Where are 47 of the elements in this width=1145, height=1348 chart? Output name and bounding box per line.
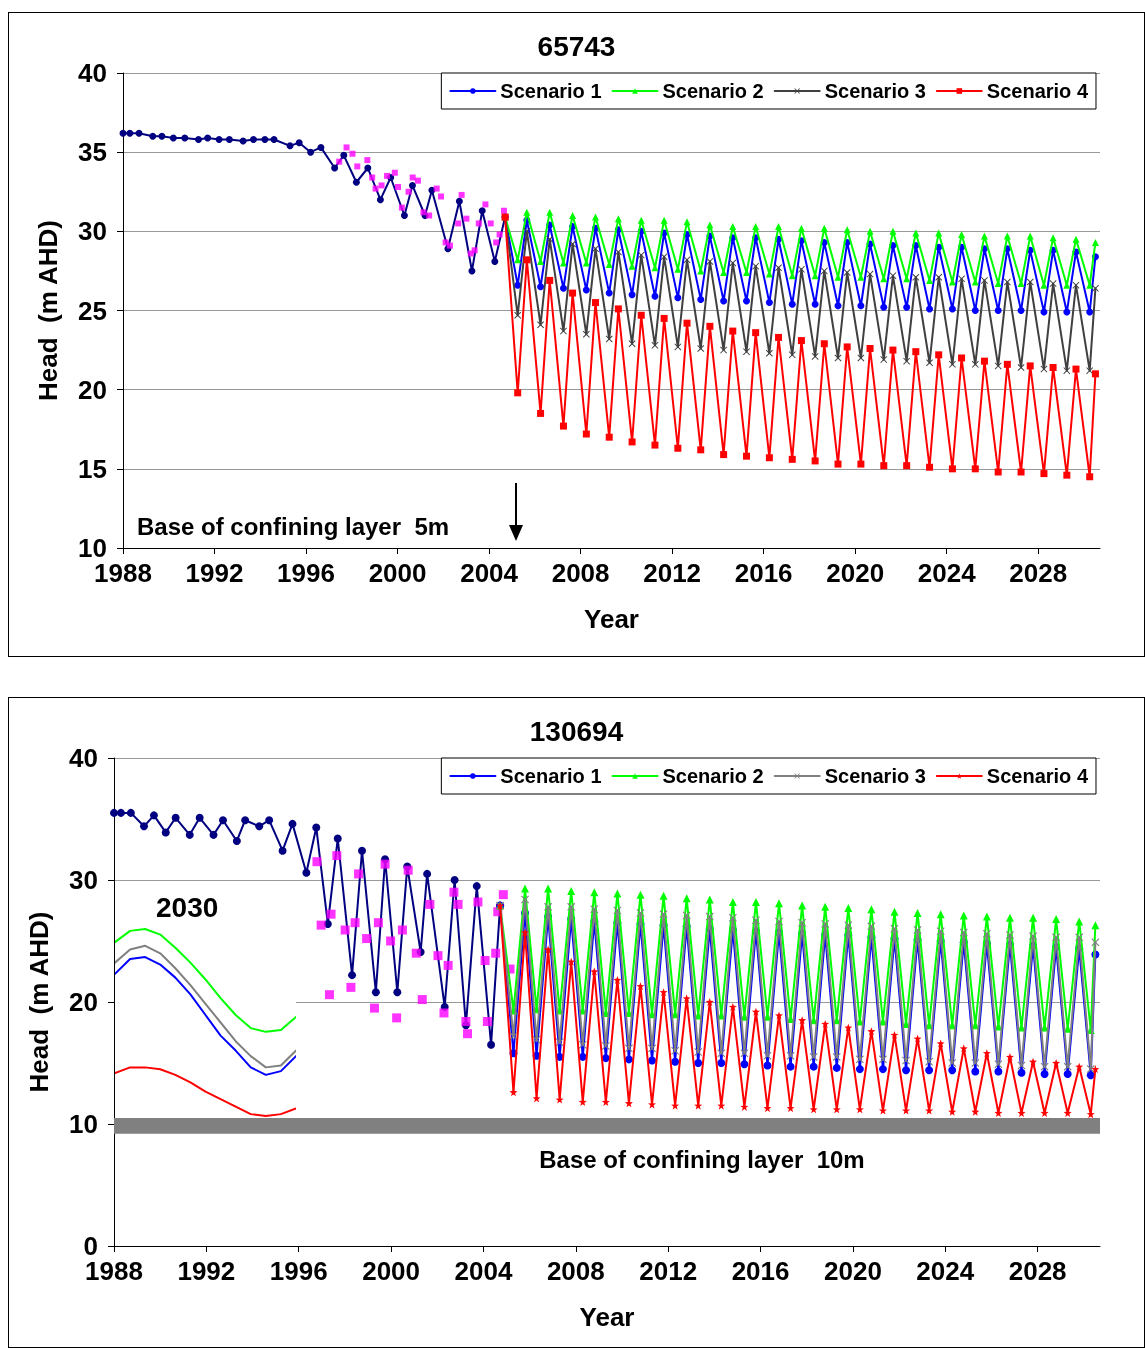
x-tick-label: 2004 [460, 558, 519, 588]
x-tick-label: 1996 [269, 1256, 328, 1286]
y-tick-label: 40 [78, 58, 107, 88]
legend-label: Scenario 1 [500, 765, 602, 787]
annotation: Base of confining layer 5m [137, 512, 450, 540]
legend-label: Scenario 4 [986, 80, 1089, 102]
x-tick-label: 1996 [277, 558, 335, 588]
y-tick-label: 40 [69, 743, 98, 773]
legend-label: Scenario 4 [986, 765, 1089, 787]
y-tick-label: 30 [69, 865, 98, 895]
x-tick-label: 2024 [917, 558, 977, 588]
x-tick-label: 2016 [731, 1256, 790, 1286]
y-tick-label: 15 [78, 453, 107, 484]
y-tick-label: 35 [78, 137, 107, 168]
chart-title: 130694 [529, 715, 624, 747]
x-tick-label: 2016 [734, 558, 793, 588]
y-tick-label: 20 [69, 987, 98, 1017]
legend-label: Scenario 1 [500, 80, 602, 102]
x-tick-label: 2028 [1008, 1256, 1067, 1286]
y-tick-label: 10 [69, 1109, 98, 1139]
x-tick-label: 2012 [639, 1256, 698, 1286]
y-tick-label: 25 [78, 295, 107, 326]
x-tick-label: 1992 [185, 558, 244, 588]
legend-label: Scenario 3 [824, 765, 926, 787]
x-tick-label: 2012 [643, 558, 702, 588]
x-tick-label: 2020 [826, 558, 885, 588]
x-tick-label: 2024 [916, 1256, 975, 1286]
legend-label: Scenario 2 [662, 80, 764, 102]
x-tick-label: 2004 [454, 1256, 513, 1286]
y-axis-title: Head (m AHD) [24, 911, 54, 1093]
x-axis-title: Year [584, 604, 639, 634]
x-axis-title: Year [579, 1302, 635, 1332]
y-tick-label: 30 [78, 216, 107, 247]
x-tick-label: 2000 [362, 1256, 421, 1286]
band-label: Base of confining layer 10m [539, 1146, 865, 1174]
y-axis-title: Head (m AHD) [33, 219, 63, 402]
x-tick-label: 2008 [546, 1256, 605, 1286]
x-tick-label: 2008 [551, 558, 610, 588]
legend-label: Scenario 3 [824, 80, 926, 102]
chart-title: 2030 [156, 891, 219, 923]
x-tick-label: 2000 [368, 558, 427, 588]
legend-label: Scenario 2 [662, 765, 764, 787]
x-tick-label: 2028 [1009, 558, 1068, 588]
x-tick-label: 2020 [824, 1256, 882, 1286]
chart-title: 65743 [537, 30, 616, 62]
y-tick-label: 20 [78, 374, 107, 405]
x-tick-label: 1992 [177, 1256, 236, 1286]
